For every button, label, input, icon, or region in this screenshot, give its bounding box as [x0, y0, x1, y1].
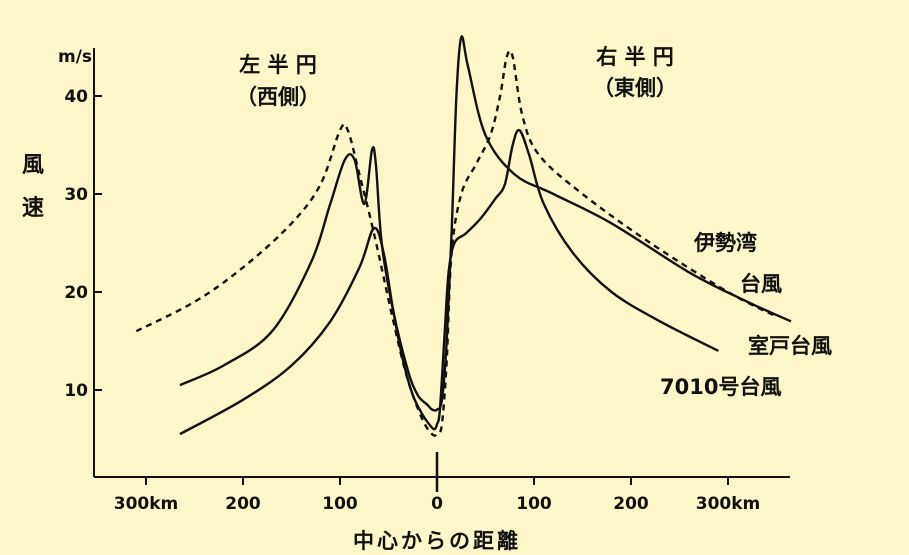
- y-axis-label-line1: 風: [22, 153, 44, 178]
- y-tick-label: 10: [64, 381, 88, 401]
- x-tick-label: 300km: [114, 494, 179, 514]
- typhoon-7010-line: [179, 128, 719, 436]
- right-side-label: （東側）: [593, 76, 677, 100]
- x-tick-label: 200: [225, 494, 261, 514]
- muroto-typhoon-label: 室戸台風: [748, 334, 832, 358]
- isewan-typhoon-label-line2: 台風: [740, 272, 782, 296]
- isewan-typhoon-label-line1: 伊勢湾: [693, 231, 757, 255]
- y-axis-label-line2: 速: [22, 195, 44, 221]
- x-tick-label: 0: [431, 494, 443, 514]
- left-half-label: 左 半 円: [239, 53, 317, 77]
- right-half-label: 右 半 円: [596, 45, 674, 69]
- x-tick-label: 100: [516, 494, 552, 514]
- y-tick-label: 40: [64, 87, 88, 107]
- y-tick-label: 30: [64, 185, 88, 205]
- x-axis-label: 中心からの距離: [353, 529, 521, 553]
- x-tick-label: 300km: [696, 494, 761, 514]
- x-tick-label: 100: [322, 494, 358, 514]
- left-side-label: （西側）: [236, 85, 320, 109]
- y-tick-label: 20: [64, 283, 88, 303]
- y-unit-label: m/s: [58, 47, 92, 67]
- typhoon-7010-label: 7010号台風: [660, 375, 781, 399]
- muroto-typhoon-line: [179, 35, 792, 412]
- x-tick-label: 200: [613, 494, 649, 514]
